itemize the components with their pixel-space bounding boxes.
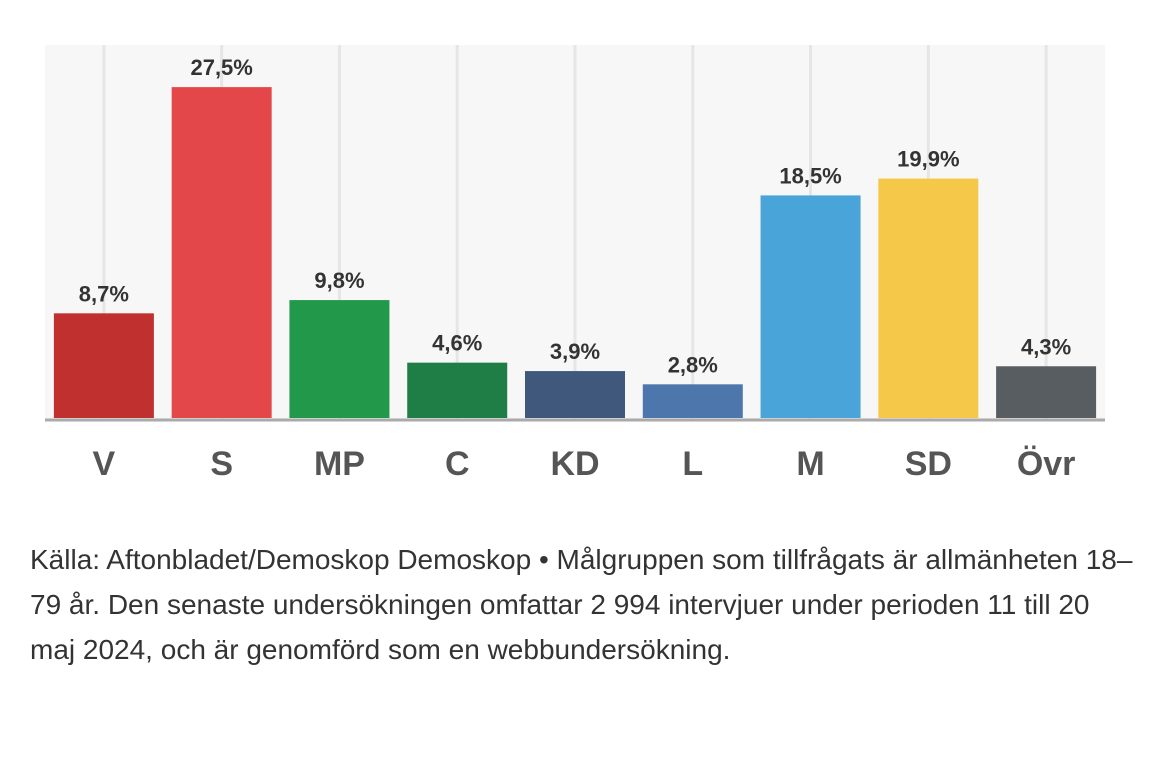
bars bbox=[53, 87, 1097, 418]
bar-ovr bbox=[996, 366, 1097, 418]
chart-caption: Källa: Aftonbladet/Demoskop Demoskop • M… bbox=[30, 544, 1133, 665]
bar-m bbox=[760, 195, 861, 418]
category-label-m: M bbox=[796, 445, 824, 483]
value-label-kd: 3,9% bbox=[550, 339, 600, 364]
category-label-l: L bbox=[682, 445, 703, 483]
bar-kd bbox=[525, 371, 625, 418]
category-label-kd: KD bbox=[550, 445, 599, 483]
category-label-s: S bbox=[210, 445, 233, 483]
value-label-v: 8,7% bbox=[79, 281, 129, 306]
bar-chart: 8,7%27,5%9,8%4,6% 3,9%2,8%18,5%19,9%4,3% … bbox=[45, 45, 1105, 483]
value-label-sd: 19,9% bbox=[897, 147, 959, 172]
category-label-ovr: Övr bbox=[1017, 445, 1076, 483]
bar-l bbox=[642, 384, 743, 418]
bar-sd bbox=[878, 178, 979, 418]
category-labels: V S MP C KD L M SD Övr bbox=[93, 445, 1076, 483]
bar-mp bbox=[289, 300, 390, 418]
value-label-l: 2,8% bbox=[668, 352, 718, 377]
value-label-c: 4,6% bbox=[432, 331, 482, 356]
category-label-mp: MP bbox=[314, 445, 365, 483]
category-label-v: V bbox=[93, 445, 116, 483]
category-label-c: C bbox=[445, 445, 470, 483]
bar-v bbox=[53, 313, 154, 418]
bar-s bbox=[171, 87, 272, 418]
value-label-s: 27,5% bbox=[190, 55, 252, 80]
value-label-mp: 9,8% bbox=[314, 268, 364, 293]
value-label-m: 18,5% bbox=[779, 163, 841, 188]
bar-c bbox=[407, 362, 508, 418]
value-label-ovr: 4,3% bbox=[1021, 334, 1071, 359]
value-labels: 8,7% 27,5% 9,8% 4,6% 3,9% 2,8% 18,5% 19,9% 4,3% bbox=[79, 55, 1071, 377]
category-label-sd: SD bbox=[905, 445, 952, 483]
